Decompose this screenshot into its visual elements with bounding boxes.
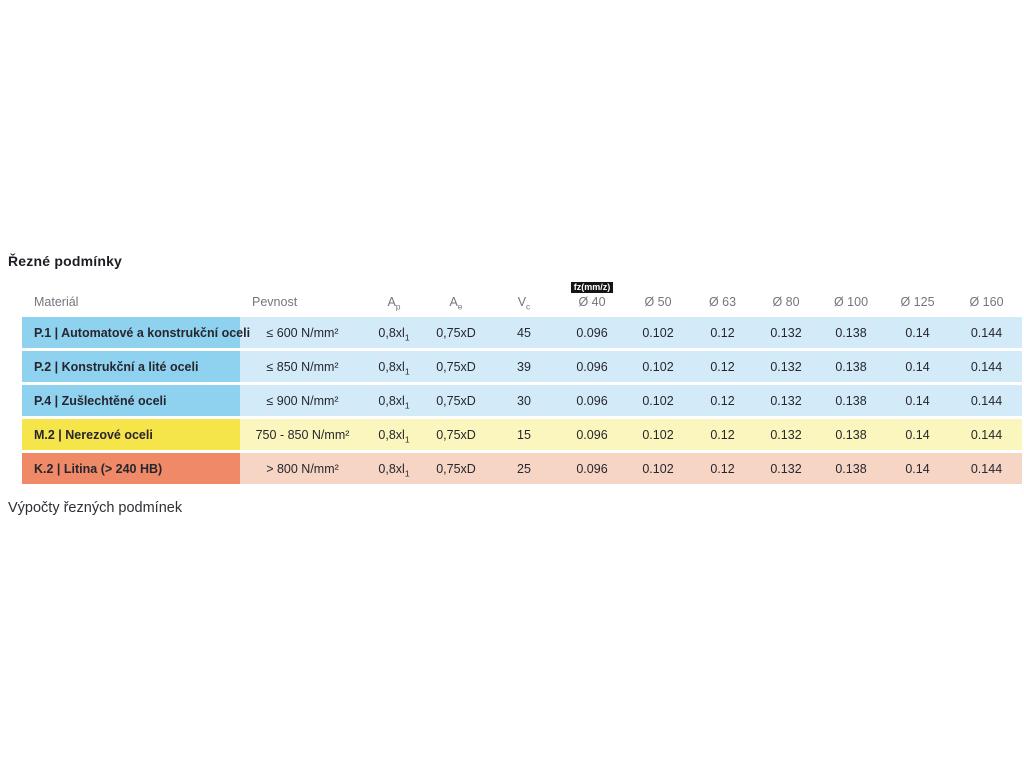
ap-cell: 0,8xl1: [365, 351, 423, 382]
header-diameter-160: Ø 160: [969, 295, 1004, 309]
fz-cell: 0.102: [625, 351, 691, 382]
ae-cell: 0,75xD: [423, 385, 489, 416]
table-row: P.4 | Zušlechtěné oceli ≤ 900 N/mm² 0,8x…: [22, 385, 1022, 416]
pevnost-cell: 750 - 850 N/mm²: [240, 419, 365, 450]
fz-cell: 0.096: [559, 317, 625, 348]
fz-cell: 0.132: [754, 385, 818, 416]
fz-cell: 0.132: [754, 351, 818, 382]
fz-cell: 0.14: [884, 317, 951, 348]
fz-unit-badge: fz(mm/z): [570, 282, 614, 293]
fz-cell: 0.144: [951, 385, 1022, 416]
fz-cell: 0.102: [625, 385, 691, 416]
fz-cell: 0.14: [884, 351, 951, 382]
ae-cell: 0,75xD: [423, 351, 489, 382]
pevnost-cell: > 800 N/mm²: [240, 453, 365, 484]
table-row: P.2 | Konstrukční a lité oceli ≤ 850 N/m…: [22, 351, 1022, 382]
vc-cell: 39: [489, 351, 559, 382]
material-cell: P.2 | Konstrukční a lité oceli: [22, 351, 240, 382]
vc-cell: 25: [489, 453, 559, 484]
header-diameter-63: Ø 63: [708, 295, 737, 309]
fz-cell: 0.132: [754, 419, 818, 450]
header-vc: Vc: [517, 295, 531, 312]
material-cell: K.2 | Litina (> 240 HB): [22, 453, 240, 484]
header-diameter-40: fz(mm/z) Ø 40: [559, 281, 625, 314]
pevnost-cell: ≤ 850 N/mm²: [240, 351, 365, 382]
material-cell: P.4 | Zušlechtěné oceli: [22, 385, 240, 416]
fz-cell: 0.102: [625, 317, 691, 348]
fz-cell: 0.096: [559, 419, 625, 450]
table-row: K.2 | Litina (> 240 HB) > 800 N/mm² 0,8x…: [22, 453, 1022, 484]
fz-cell: 0.132: [754, 453, 818, 484]
fz-cell: 0.12: [691, 453, 754, 484]
fz-cell: 0.132: [754, 317, 818, 348]
fz-cell: 0.096: [559, 453, 625, 484]
material-cell: M.2 | Nerezové oceli: [22, 419, 240, 450]
fz-cell: 0.12: [691, 351, 754, 382]
fz-cell: 0.138: [818, 385, 884, 416]
fz-cell: 0.144: [951, 317, 1022, 348]
header-diameter-100: Ø 100: [833, 295, 869, 309]
table-header-row: Materiál Pevnost Ap Ae Vc fz(mm/z) Ø 40 …: [22, 281, 1022, 314]
fz-cell: 0.14: [884, 453, 951, 484]
ae-cell: 0,75xD: [423, 419, 489, 450]
ae-cell: 0,75xD: [423, 453, 489, 484]
section-title: Řezné podmínky: [8, 253, 123, 269]
header-diameter-80: Ø 80: [772, 295, 800, 309]
footer-text: Výpočty řezných podmínek: [8, 500, 183, 516]
fz-cell: 0.12: [691, 385, 754, 416]
vc-cell: 45: [489, 317, 559, 348]
table-row: P.1 | Automatové a konstrukční oceli ≤ 6…: [22, 317, 1022, 348]
ap-cell: 0,8xl1: [365, 419, 423, 450]
fz-cell: 0.14: [884, 385, 951, 416]
fz-cell: 0.096: [559, 385, 625, 416]
table-row: M.2 | Nerezové oceli 750 - 850 N/mm² 0,8…: [22, 419, 1022, 450]
fz-cell: 0.138: [818, 419, 884, 450]
fz-cell: 0.144: [951, 453, 1022, 484]
ap-cell: 0,8xl1: [365, 385, 423, 416]
material-cell: P.1 | Automatové a konstrukční oceli: [22, 317, 250, 348]
vc-cell: 15: [489, 419, 559, 450]
fz-cell: 0.138: [818, 351, 884, 382]
fz-cell: 0.144: [951, 419, 1022, 450]
header-pevnost: Pevnost: [252, 295, 298, 309]
ap-cell: 0,8xl1: [365, 453, 423, 484]
fz-cell: 0.102: [625, 419, 691, 450]
page: Řezné podmínky Materiál Pevnost Ap Ae Vc…: [8, 253, 1022, 516]
header-material: Materiál: [34, 295, 79, 309]
fz-cell: 0.138: [818, 453, 884, 484]
fz-cell: 0.12: [691, 317, 754, 348]
fz-cell: 0.12: [691, 419, 754, 450]
pevnost-cell: ≤ 600 N/mm²: [240, 317, 365, 348]
cutting-conditions-table: Materiál Pevnost Ap Ae Vc fz(mm/z) Ø 40 …: [22, 278, 1022, 487]
ap-cell: 0,8xl1: [365, 317, 423, 348]
header-diameter-125: Ø 125: [900, 295, 935, 309]
header-diameter-50: Ø 50: [644, 295, 672, 309]
pevnost-cell: ≤ 900 N/mm²: [240, 385, 365, 416]
fz-cell: 0.138: [818, 317, 884, 348]
fz-cell: 0.144: [951, 351, 1022, 382]
header-ae: Ae: [449, 295, 463, 312]
header-ap: Ap: [387, 295, 401, 312]
header-diameter-40-label: Ø 40: [578, 295, 606, 309]
fz-cell: 0.102: [625, 453, 691, 484]
fz-cell: 0.096: [559, 351, 625, 382]
ae-cell: 0,75xD: [423, 317, 489, 348]
fz-cell: 0.14: [884, 419, 951, 450]
vc-cell: 30: [489, 385, 559, 416]
